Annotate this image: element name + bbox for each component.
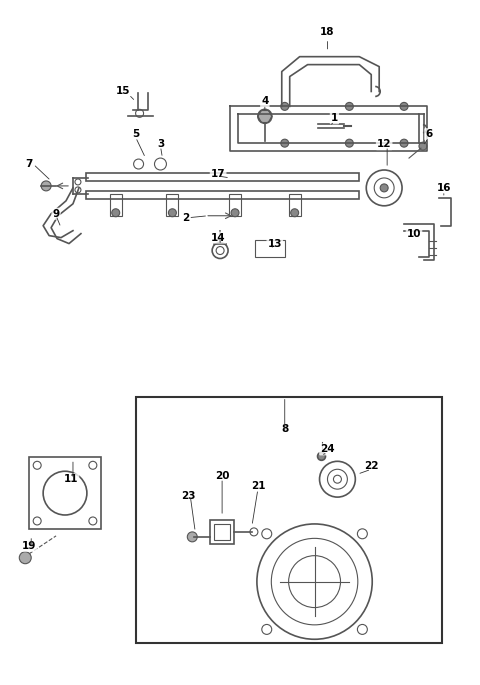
Text: 20: 20 (215, 471, 229, 482)
Text: 9: 9 (52, 209, 60, 219)
Text: 24: 24 (320, 445, 335, 454)
Text: 1: 1 (331, 113, 338, 123)
Text: 7: 7 (25, 159, 33, 169)
Bar (214, 524, 230, 540)
Circle shape (318, 452, 325, 460)
Text: 8: 8 (281, 425, 288, 434)
Circle shape (400, 102, 408, 110)
Circle shape (41, 181, 51, 191)
Bar (210, 520, 234, 544)
Bar (136, 397, 442, 643)
Text: 19: 19 (22, 541, 36, 551)
Text: 4: 4 (261, 97, 268, 106)
Circle shape (281, 102, 288, 110)
Text: 16: 16 (437, 183, 451, 193)
Circle shape (380, 184, 388, 192)
Bar (110, 194, 122, 216)
Text: 14: 14 (211, 233, 226, 242)
Circle shape (419, 142, 427, 150)
Text: 2: 2 (182, 213, 189, 223)
Text: 11: 11 (64, 474, 78, 484)
Text: 15: 15 (115, 86, 130, 97)
Circle shape (231, 209, 239, 216)
Circle shape (187, 532, 197, 542)
Circle shape (168, 209, 176, 216)
Bar (288, 194, 300, 216)
Circle shape (112, 209, 120, 216)
Text: 17: 17 (211, 169, 226, 179)
Circle shape (346, 102, 353, 110)
Text: 12: 12 (377, 139, 391, 149)
Text: 6: 6 (425, 129, 432, 139)
Circle shape (258, 110, 272, 123)
Circle shape (19, 552, 31, 564)
Bar (255, 240, 285, 258)
Circle shape (291, 209, 299, 216)
Bar (86, 173, 360, 181)
Text: 21: 21 (251, 481, 265, 491)
Text: 23: 23 (181, 491, 195, 501)
Text: 10: 10 (407, 229, 421, 238)
Bar (167, 194, 179, 216)
Text: 3: 3 (157, 139, 164, 149)
Text: 5: 5 (132, 129, 139, 139)
Bar (29, 458, 101, 529)
Text: 13: 13 (267, 238, 282, 249)
Bar (86, 191, 360, 199)
Circle shape (281, 139, 288, 147)
Text: 22: 22 (364, 461, 379, 471)
Circle shape (400, 139, 408, 147)
Bar (229, 194, 241, 216)
Text: 18: 18 (320, 27, 335, 37)
Circle shape (346, 139, 353, 147)
